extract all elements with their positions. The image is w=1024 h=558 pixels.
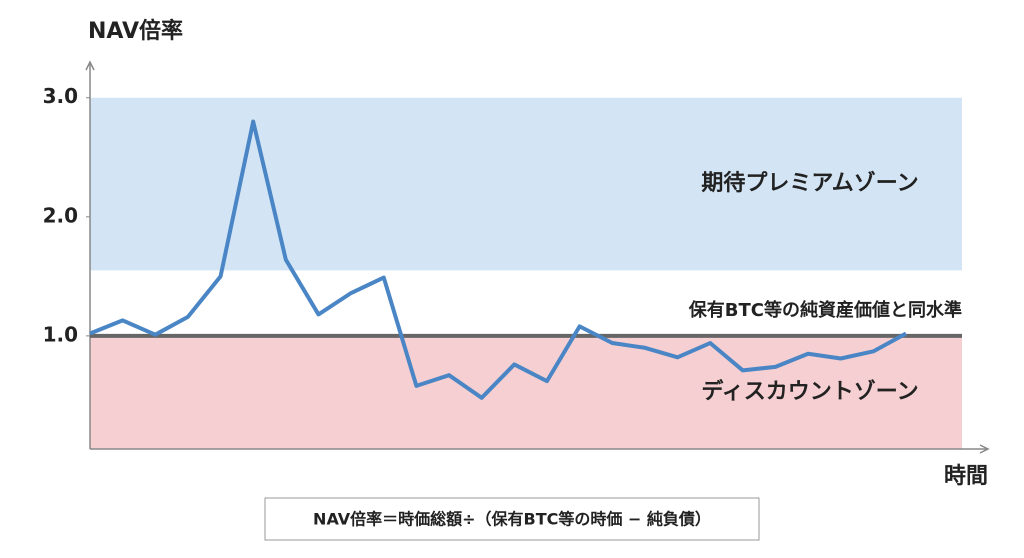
- x-axis-arrow: [979, 444, 990, 454]
- formula-box: [264, 497, 760, 541]
- zone: [90, 97, 962, 271]
- line: [89, 119, 907, 400]
- y-tick-label: 2.0: [43, 203, 78, 227]
- y-tick-label: 1.0: [43, 322, 78, 346]
- formula: NAV倍率＝時価総額÷（保有BTC等の時価 − 純負債）: [313, 510, 711, 529]
- zone-label: 期待プレミアムゾーン: [701, 170, 918, 196]
- zone-label: ディスカウントゾーン: [701, 378, 918, 404]
- y-axis-arrow: [85, 60, 95, 71]
- y-axis-label: NAV倍率: [88, 18, 183, 44]
- y-tick-label: 3.0: [43, 84, 78, 108]
- reference-label: 保有BTC等の純資産価値と同水準: [688, 299, 962, 321]
- x-axis-label: 時間: [944, 464, 988, 489]
